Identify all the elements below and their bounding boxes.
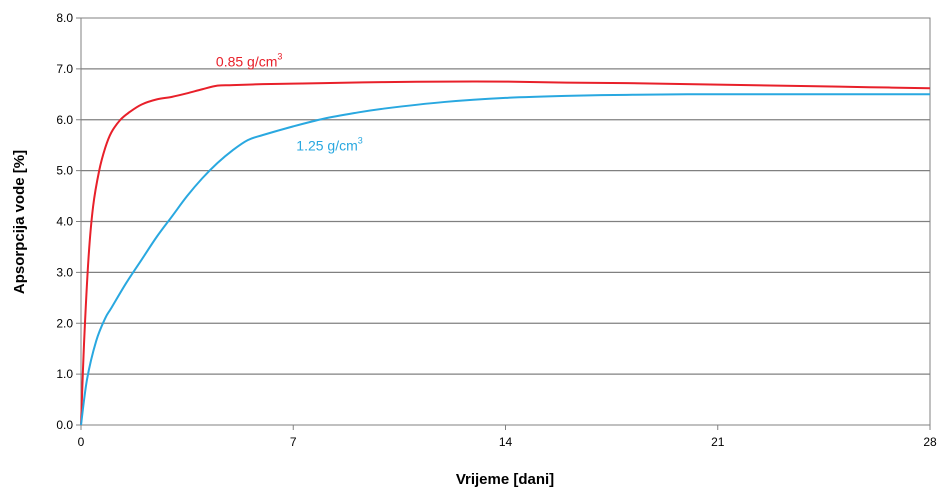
y-tick-label: 8.0 (56, 11, 73, 25)
y-axis-title: Apsorpcija vode [%] (11, 150, 28, 294)
series-lines (80, 80, 931, 426)
axis-ticks: 0.0 1.0 2.0 3.0 4.0 5.0 6.0 7.0 8.0 0 7 14 21 28 (56, 11, 937, 449)
x-axis-title: Vrijeme [dani] (456, 471, 554, 488)
y-tick-label: 5.0 (56, 164, 73, 178)
x-tick-label: 14 (499, 435, 513, 449)
x-tick-label: 28 (923, 435, 937, 449)
x-tick-label: 21 (711, 435, 725, 449)
y-tick-label: 7.0 (56, 62, 73, 76)
series-line-1 (80, 80, 931, 426)
series-line-2 (80, 93, 930, 426)
y-tick-label: 4.0 (56, 215, 73, 229)
y-tick-label: 1.0 (56, 367, 73, 381)
x-tick-label: 0 (78, 435, 85, 449)
series-label-1: 0.85 g/cm3 (216, 51, 283, 69)
series-labels: 0.85 g/cm3 1.25 g/cm3 (216, 51, 363, 153)
grid-lines (81, 68, 930, 375)
y-tick-label: 2.0 (56, 316, 73, 330)
y-tick-label: 6.0 (56, 113, 73, 127)
series-label-2: 1.25 g/cm3 (296, 135, 363, 153)
x-tick-label: 7 (290, 435, 297, 449)
y-tick-label: 0.0 (56, 418, 73, 432)
y-tick-label: 3.0 (56, 265, 73, 279)
